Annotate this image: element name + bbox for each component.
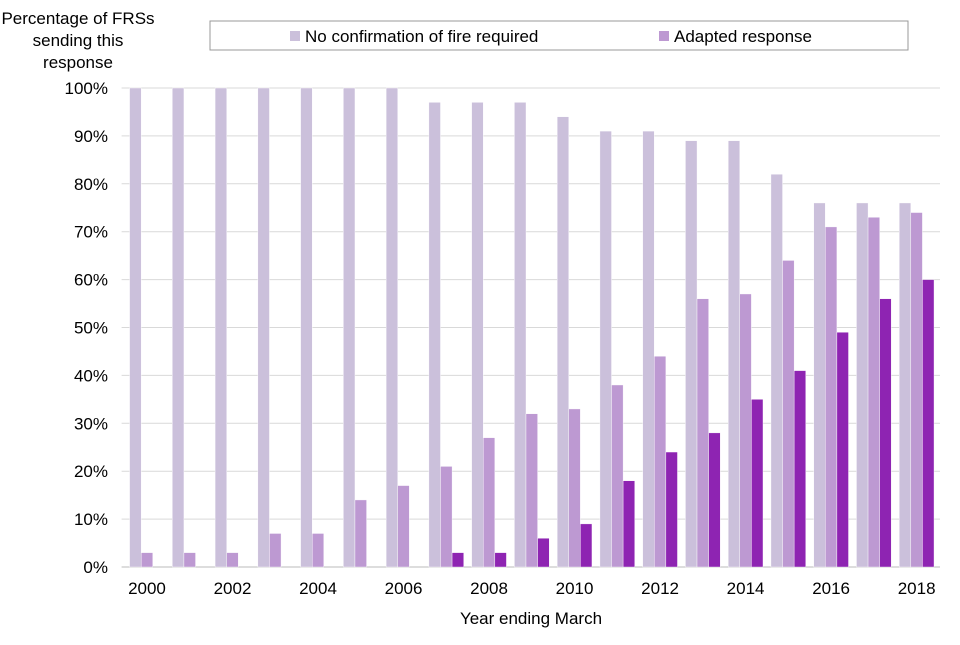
bar-2011-series-2 [622, 480, 635, 568]
legend-label-adapted-response: Adapted response [674, 27, 812, 46]
bar-2015-series-1 [782, 260, 795, 568]
bar-2011-series-0 [599, 130, 612, 568]
y-tick-label: 80% [74, 175, 108, 194]
bar-2009-series-0 [514, 102, 527, 568]
x-axis-label: Year ending March [460, 609, 602, 628]
y-tick-label: 40% [74, 366, 108, 385]
bar-2010-series-2 [580, 523, 593, 568]
y-tick-label: 100% [65, 79, 108, 98]
x-tick-label: 2014 [727, 579, 765, 598]
x-tick-label: 2012 [641, 579, 679, 598]
x-tick-label: 2006 [385, 579, 423, 598]
bar-2012-series-0 [642, 130, 655, 568]
bar-2003-series-0 [257, 87, 270, 568]
bar-2013-series-2 [708, 432, 721, 568]
bar-2014-series-2 [751, 399, 764, 568]
bar-2018-series-0 [899, 202, 912, 568]
y-tick-label: 20% [74, 462, 108, 481]
bar-2002-series-0 [214, 87, 227, 568]
bar-2010-series-0 [556, 116, 569, 568]
x-tick-label: 2016 [812, 579, 850, 598]
bar-2008-series-0 [471, 102, 484, 568]
bars [129, 87, 935, 568]
bar-2014-series-0 [727, 140, 740, 568]
y-axis-label-line-2: sending this [33, 31, 124, 50]
bar-2014-series-1 [739, 293, 752, 568]
legend-label-no-confirmation: No confirmation of fire required [305, 27, 538, 46]
bar-2007-series-1 [440, 466, 453, 568]
y-axis-label-line-3: response [43, 53, 113, 72]
y-tick-label: 90% [74, 127, 108, 146]
bar-2018-series-1 [910, 212, 923, 568]
bar-2001-series-1 [183, 552, 196, 568]
x-tick-label: 2008 [470, 579, 508, 598]
bar-2011-series-1 [611, 384, 624, 568]
y-tick-label: 10% [74, 510, 108, 529]
bar-2016-series-2 [836, 332, 849, 568]
x-axis-ticks: 2000 2002 2004 2006 2008 2010 2012 2014 2016 2018 [128, 579, 935, 598]
bar-2016-series-0 [813, 202, 826, 568]
bar-2000-series-0 [129, 87, 142, 568]
bar-2009-series-2 [537, 538, 550, 568]
bar-2008-series-2 [494, 552, 507, 568]
bar-2013-series-1 [696, 298, 709, 568]
bar-2010-series-1 [568, 408, 581, 568]
bar-2017-series-0 [856, 202, 869, 568]
bar-2008-series-1 [483, 437, 496, 568]
x-tick-label: 2004 [299, 579, 337, 598]
bar-2006-series-0 [385, 87, 398, 568]
bar-2015-series-0 [770, 174, 783, 568]
bar-2000-series-1 [140, 552, 153, 568]
x-tick-label: 2000 [128, 579, 166, 598]
bar-2004-series-1 [312, 533, 325, 568]
bar-2007-series-2 [451, 552, 464, 568]
bar-2016-series-1 [825, 226, 838, 568]
bar-2003-series-1 [269, 533, 282, 568]
bar-2004-series-0 [300, 87, 313, 568]
bar-2009-series-1 [525, 413, 538, 568]
bar-2017-series-2 [879, 298, 892, 568]
x-tick-label: 2018 [898, 579, 936, 598]
y-axis-label-line-1: Percentage of FRSs [1, 9, 154, 28]
bar-2002-series-1 [226, 552, 239, 568]
bar-2013-series-0 [685, 140, 698, 568]
bar-2012-series-2 [665, 451, 678, 568]
bar-2005-series-1 [354, 499, 367, 568]
bar-2001-series-0 [172, 87, 185, 568]
bar-2007-series-0 [428, 102, 441, 568]
y-tick-label: 70% [74, 223, 108, 242]
x-tick-label: 2010 [556, 579, 594, 598]
legend-swatch-no-confirmation [290, 31, 300, 41]
y-tick-label: 60% [74, 271, 108, 290]
legend-box [209, 20, 909, 51]
y-tick-label: 50% [74, 319, 108, 338]
bar-2018-series-2 [922, 279, 935, 568]
legend: No confirmation of fire required Adapted… [209, 20, 909, 51]
y-tick-label: 30% [74, 414, 108, 433]
bar-2017-series-1 [867, 217, 880, 568]
bar-2015-series-2 [793, 370, 806, 568]
x-tick-label: 2002 [214, 579, 252, 598]
bar-2012-series-1 [654, 356, 667, 568]
bar-2005-series-0 [343, 87, 356, 568]
y-axis-ticks: 0% 10% 20% 30% 40% 50% 60% 70% 80% 90% 100% [65, 79, 108, 577]
y-tick-label: 0% [83, 558, 108, 577]
bar-2006-series-1 [397, 485, 410, 568]
legend-swatch-adapted-response [659, 31, 669, 41]
